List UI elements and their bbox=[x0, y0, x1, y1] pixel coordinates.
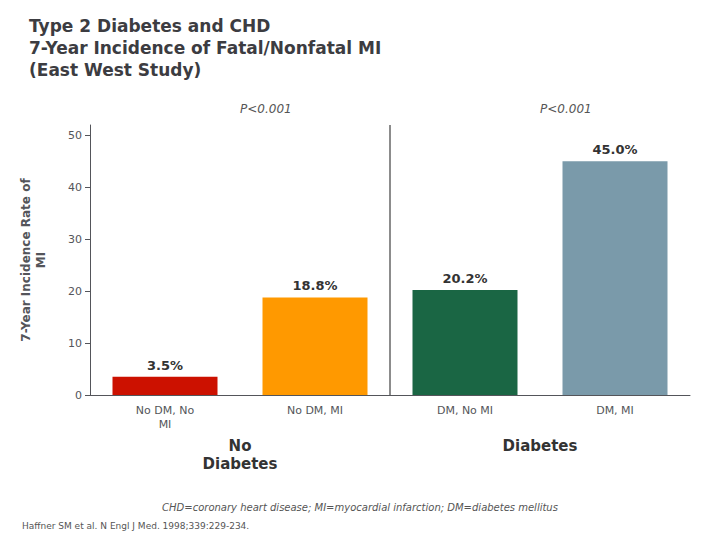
svg-text:Diabetes: Diabetes bbox=[503, 437, 578, 455]
svg-text:3.5%: 3.5% bbox=[147, 358, 183, 373]
svg-text:30: 30 bbox=[68, 233, 82, 246]
svg-text:MI: MI bbox=[34, 252, 48, 268]
svg-text:No DM, No: No DM, No bbox=[136, 404, 195, 417]
svg-text:MI: MI bbox=[159, 418, 172, 431]
svg-text:DM, No MI: DM, No MI bbox=[437, 404, 493, 417]
svg-text:DM, MI: DM, MI bbox=[596, 404, 634, 417]
svg-text:P<0.001: P<0.001 bbox=[540, 102, 592, 116]
svg-text:Diabetes: Diabetes bbox=[203, 455, 278, 473]
svg-text:20.2%: 20.2% bbox=[442, 271, 487, 286]
svg-text:No DM, MI: No DM, MI bbox=[287, 404, 343, 417]
svg-text:CHD=coronary heart disease; MI: CHD=coronary heart disease; MI=myocardia… bbox=[162, 502, 558, 513]
svg-text:7-Year Incidence of Fatal/Nonf: 7-Year Incidence of Fatal/Nonfatal MI bbox=[29, 38, 381, 58]
svg-text:(East West Study): (East West Study) bbox=[29, 60, 201, 80]
svg-text:50: 50 bbox=[68, 129, 82, 142]
svg-text:0: 0 bbox=[75, 389, 82, 402]
svg-text:No: No bbox=[229, 437, 252, 455]
svg-text:20: 20 bbox=[68, 285, 82, 298]
svg-text:Haffner SM et al. N Engl J Med: Haffner SM et al. N Engl J Med. 1998;339… bbox=[22, 521, 249, 531]
svg-text:18.8%: 18.8% bbox=[292, 278, 337, 293]
svg-text:10: 10 bbox=[68, 337, 82, 350]
svg-text:45.0%: 45.0% bbox=[592, 142, 637, 157]
svg-text:7-Year Incidence Rate of: 7-Year Incidence Rate of bbox=[19, 178, 33, 342]
svg-text:40: 40 bbox=[68, 181, 82, 194]
svg-text:P<0.001: P<0.001 bbox=[240, 102, 292, 116]
svg-text:Type 2 Diabetes and CHD: Type 2 Diabetes and CHD bbox=[29, 16, 270, 36]
